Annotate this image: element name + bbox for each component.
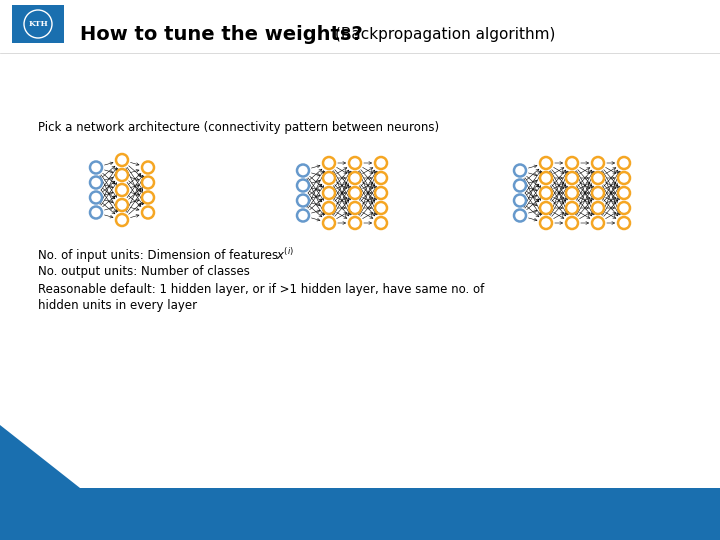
Text: $x^{(i)}$: $x^{(i)}$: [276, 247, 294, 263]
Text: No. of input units: Dimension of features: No. of input units: Dimension of feature…: [38, 248, 282, 261]
Text: hidden units in every layer: hidden units in every layer: [38, 300, 197, 313]
Text: (Backpropagation algorithm): (Backpropagation algorithm): [335, 26, 555, 42]
Text: KTH: KTH: [28, 20, 48, 28]
Bar: [0, 488, 720, 540]
Text: No. output units: Number of classes: No. output units: Number of classes: [38, 266, 250, 279]
Text: Pick a network architecture (connectivity pattern between neurons): Pick a network architecture (connectivit…: [38, 120, 439, 133]
Text: How to tune the weights?: How to tune the weights?: [80, 24, 369, 44]
Text: Reasonable default: 1 hidden layer, or if >1 hidden layer, have same no. of: Reasonable default: 1 hidden layer, or i…: [38, 282, 485, 295]
Bar: [12, 5, 64, 43]
Polygon shape: [0, 425, 80, 488]
